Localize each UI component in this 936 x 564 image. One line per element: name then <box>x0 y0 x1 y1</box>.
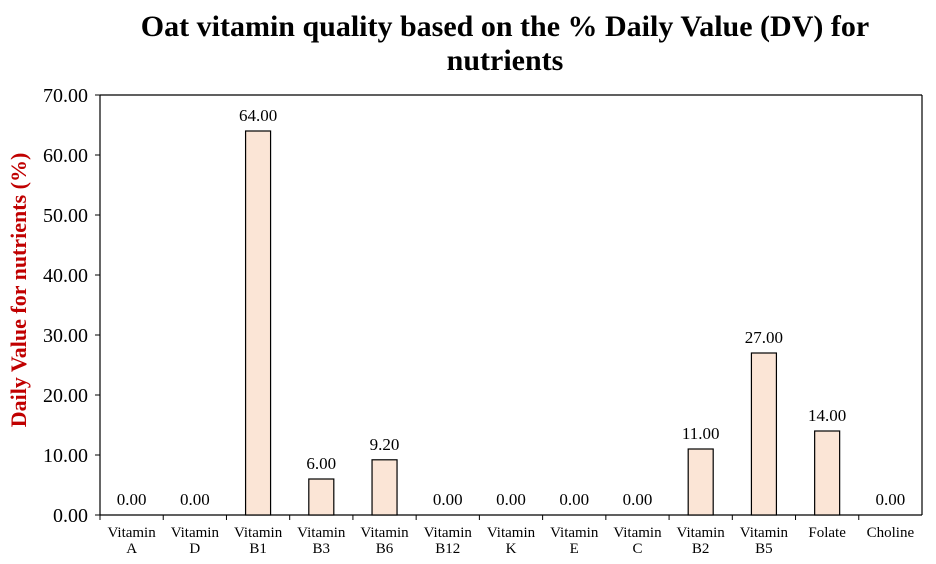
x-tick-label: B1 <box>249 541 267 557</box>
y-tick-label: 0.00 <box>53 505 88 527</box>
x-tick-label: A <box>126 541 137 557</box>
x-tick-label: Vitamin <box>550 525 599 541</box>
x-tick-label: B2 <box>692 541 710 557</box>
chart-title-line-2: nutrients <box>447 44 564 77</box>
data-label: 14.00 <box>808 406 846 425</box>
data-label: 9.20 <box>370 435 400 454</box>
x-tick-label: Vitamin <box>171 525 220 541</box>
data-label: 6.00 <box>306 454 336 473</box>
bar <box>814 430 841 516</box>
y-tick-label: 50.00 <box>43 205 88 227</box>
x-tick-label: Vitamin <box>677 525 726 541</box>
chart-title-line-1: Oat vitamin quality based on the % Daily… <box>141 10 869 43</box>
data-label: 0.00 <box>433 490 463 509</box>
x-tick-label: B6 <box>376 541 394 557</box>
data-label: 0.00 <box>496 490 526 509</box>
x-tick-label: Choline <box>867 525 915 541</box>
data-label: 0.00 <box>117 490 147 509</box>
x-tick-label: Vitamin <box>424 525 473 541</box>
data-label: 0.00 <box>180 490 210 509</box>
bar <box>244 130 272 516</box>
x-tick-label: Vitamin <box>487 525 536 541</box>
x-tick-label: E <box>570 541 579 557</box>
y-tick-label: 70.00 <box>43 85 88 107</box>
x-tick-label: Vitamin <box>613 525 662 541</box>
y-tick-label: 30.00 <box>43 325 88 347</box>
data-label: 64.00 <box>239 106 277 125</box>
x-tick-label: Vitamin <box>234 525 283 541</box>
x-tick-label: D <box>189 541 200 557</box>
y-tick-label: 10.00 <box>43 445 88 467</box>
x-tick-label: Vitamin <box>297 525 346 541</box>
bar <box>308 478 335 516</box>
x-tick-label: Vitamin <box>107 525 156 541</box>
data-label: 0.00 <box>876 490 906 509</box>
plot-area: 0.00 10.00 20.00 30.00 40.00 50.00 60.00 70.00 0… <box>43 85 923 557</box>
x-tick-label: K <box>506 541 517 557</box>
data-label: 27.00 <box>745 328 783 347</box>
bar <box>750 352 778 516</box>
x-tick-label: C <box>632 541 642 557</box>
bar <box>687 448 714 516</box>
x-tick-label: B12 <box>435 541 460 557</box>
x-tick-label: Folate <box>808 525 846 541</box>
y-tick-label: 20.00 <box>43 385 88 407</box>
y-axis-label: Daily Value for nutrients (%) <box>6 153 31 428</box>
y-tick-label: 40.00 <box>43 265 88 287</box>
bar <box>371 459 398 516</box>
data-label: 0.00 <box>623 490 653 509</box>
x-tick-label: Vitamin <box>360 525 409 541</box>
y-tick-label: 60.00 <box>43 145 88 167</box>
x-tick-label: B3 <box>313 541 331 557</box>
data-label: 0.00 <box>559 490 589 509</box>
data-label: 11.00 <box>682 424 720 443</box>
x-tick-label: B5 <box>755 541 773 557</box>
x-tick-label: Vitamin <box>740 525 789 541</box>
